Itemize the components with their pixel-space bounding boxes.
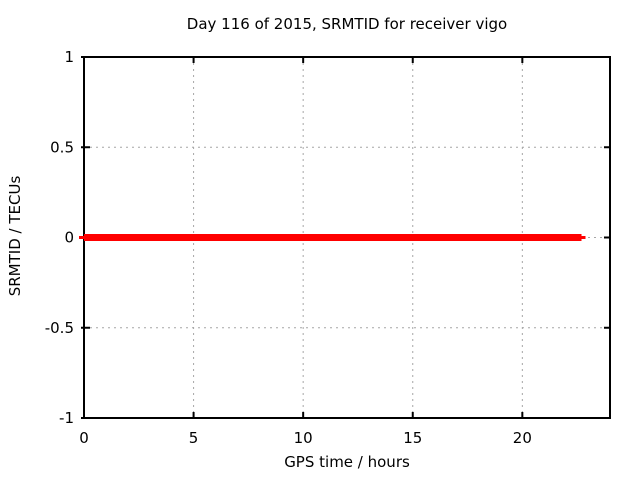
x-axis-label: GPS time / hours — [284, 453, 410, 471]
y-tick-label: -0.5 — [45, 319, 74, 337]
x-tick-label: 10 — [294, 429, 313, 447]
y-tick-label: 1 — [64, 48, 74, 66]
x-tick-label: 20 — [513, 429, 532, 447]
y-tick-label: 0 — [64, 229, 74, 247]
y-tick-label: -1 — [59, 409, 74, 427]
x-tick-label: 5 — [189, 429, 199, 447]
x-tick-label: 0 — [79, 429, 89, 447]
x-tick-label: 15 — [403, 429, 422, 447]
y-axis-label: SRMTID / TECUs — [6, 175, 24, 297]
chart-title: Day 116 of 2015, SRMTID for receiver vig… — [186, 15, 508, 33]
y-tick-label: 0.5 — [50, 138, 74, 156]
